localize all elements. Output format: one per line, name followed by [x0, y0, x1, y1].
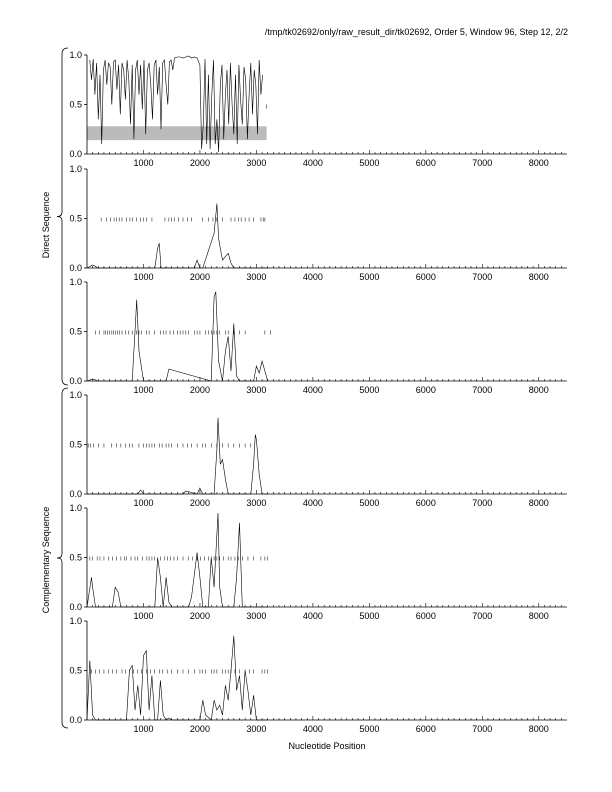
group-label-direct: Direct Sequence — [41, 191, 51, 259]
x-tick-label: 7000 — [472, 724, 492, 734]
x-tick-label: 3000 — [246, 611, 266, 621]
x-tick-label: 8000 — [529, 385, 549, 395]
x-tick-label: 4000 — [303, 272, 323, 282]
x-tick-label: 3000 — [246, 385, 266, 395]
y-tick-label: 0.0 — [69, 715, 82, 725]
file-header: /tmp/tk02692/only/raw_result_dir/tk02692… — [264, 27, 568, 37]
panel-direct-frame-2: 0.0 0.5 1.0 1000 2000 3000 4000 5000 6000 7000 800… — [69, 277, 567, 395]
y-tick-label: 0.5 — [69, 553, 82, 563]
x-tick-label: 3000 — [246, 158, 266, 168]
x-tick-label: 5000 — [359, 498, 379, 508]
y-tick-label: 1.0 — [69, 503, 82, 513]
x-tick-label: 6000 — [416, 158, 436, 168]
x-tick-label: 5000 — [359, 158, 379, 168]
y-tick-label: 0.0 — [69, 602, 82, 612]
x-tick-label: 2000 — [190, 611, 210, 621]
x-tick-label: 7000 — [472, 498, 492, 508]
y-tick-label: 1.0 — [69, 50, 82, 60]
x-tick-label: 7000 — [472, 611, 492, 621]
x-tick-label: 5000 — [359, 385, 379, 395]
series-line — [86, 512, 268, 608]
x-tick-label: 2000 — [190, 724, 210, 734]
series-line — [89, 55, 263, 153]
series-line — [87, 417, 268, 495]
x-tick-label: 6000 — [416, 611, 436, 621]
x-tick-label: 3000 — [246, 724, 266, 734]
x-tick-label: 8000 — [529, 724, 549, 734]
y-tick-label: 0.0 — [69, 149, 82, 159]
series-line — [86, 635, 268, 721]
y-tick-label: 1.0 — [69, 277, 82, 287]
x-tick-label: 4000 — [303, 498, 323, 508]
x-tick-label: 6000 — [416, 385, 436, 395]
x-tick-label: 6000 — [416, 724, 436, 734]
x-tick-label: 2000 — [190, 272, 210, 282]
x-tick-label: 3000 — [246, 498, 266, 508]
x-tick-label: 6000 — [416, 498, 436, 508]
x-tick-label: 4000 — [303, 611, 323, 621]
x-tick-label: 2000 — [190, 498, 210, 508]
x-tick-label: 2000 — [190, 385, 210, 395]
x-tick-label: 8000 — [529, 611, 549, 621]
x-tick-label: 8000 — [529, 272, 549, 282]
x-axis-label: Nucleotide Position — [288, 741, 366, 751]
y-tick-label: 0.5 — [69, 327, 82, 337]
x-tick-label: 2000 — [190, 158, 210, 168]
y-tick-label: 0.0 — [69, 263, 82, 273]
panel-direct-frame-1: 0.0 0.5 1.0 1000 2000 3000 4000 5000 6000 7000 800… — [69, 164, 567, 282]
x-tick-label: 1000 — [133, 272, 153, 282]
y-tick-label: 1.0 — [69, 616, 82, 626]
x-tick-label: 1000 — [133, 611, 153, 621]
series-line — [86, 203, 268, 269]
y-tick-label: 0.5 — [69, 214, 82, 224]
y-tick-label: 0.5 — [69, 666, 82, 676]
x-tick-label: 7000 — [472, 385, 492, 395]
x-tick-label: 1000 — [133, 158, 153, 168]
y-tick-label: 0.5 — [69, 100, 82, 110]
brace-direct — [56, 47, 69, 386]
x-tick-label: 4000 — [303, 158, 323, 168]
x-tick-label: 4000 — [303, 724, 323, 734]
x-tick-label: 5000 — [359, 272, 379, 282]
x-tick-label: 8000 — [529, 158, 549, 168]
group-label-complementary: Complementary Sequence — [41, 506, 51, 614]
panel-complementary-frame-1: 0.0 0.5 1.0 1000 2000 3000 4000 5000 6000 7000 800… — [69, 390, 567, 508]
x-tick-label: 1000 — [133, 498, 153, 508]
panel-coding-probability: 0.0 0.5 1.0 1000 2000 3000 4000 5000 6000 7000 800… — [69, 50, 567, 168]
x-tick-label: 3000 — [246, 272, 266, 282]
highlight-band — [87, 126, 267, 141]
y-tick-label: 0.0 — [69, 489, 82, 499]
panel-complementary-frame-2: 0.0 0.5 1.0 1000 2000 3000 4000 5000 6000 7000 800… — [69, 503, 567, 621]
x-tick-label: 4000 — [303, 385, 323, 395]
y-tick-label: 1.0 — [69, 164, 82, 174]
x-tick-label: 5000 — [359, 611, 379, 621]
x-tick-label: 6000 — [416, 272, 436, 282]
x-tick-label: 1000 — [133, 724, 153, 734]
y-tick-label: 0.5 — [69, 440, 82, 450]
y-tick-label: 0.0 — [69, 376, 82, 386]
x-tick-label: 7000 — [472, 158, 492, 168]
x-tick-label: 8000 — [529, 498, 549, 508]
x-tick-label: 5000 — [359, 724, 379, 734]
x-tick-label: 1000 — [133, 385, 153, 395]
series-line — [86, 291, 268, 382]
brace-complementary — [56, 387, 69, 729]
x-tick-label: 7000 — [472, 272, 492, 282]
y-tick-label: 1.0 — [69, 390, 82, 400]
panel-complementary-frame-3: 0.0 0.5 1.0 1000 2000 3000 4000 5000 6000 7000 800… — [69, 616, 567, 734]
